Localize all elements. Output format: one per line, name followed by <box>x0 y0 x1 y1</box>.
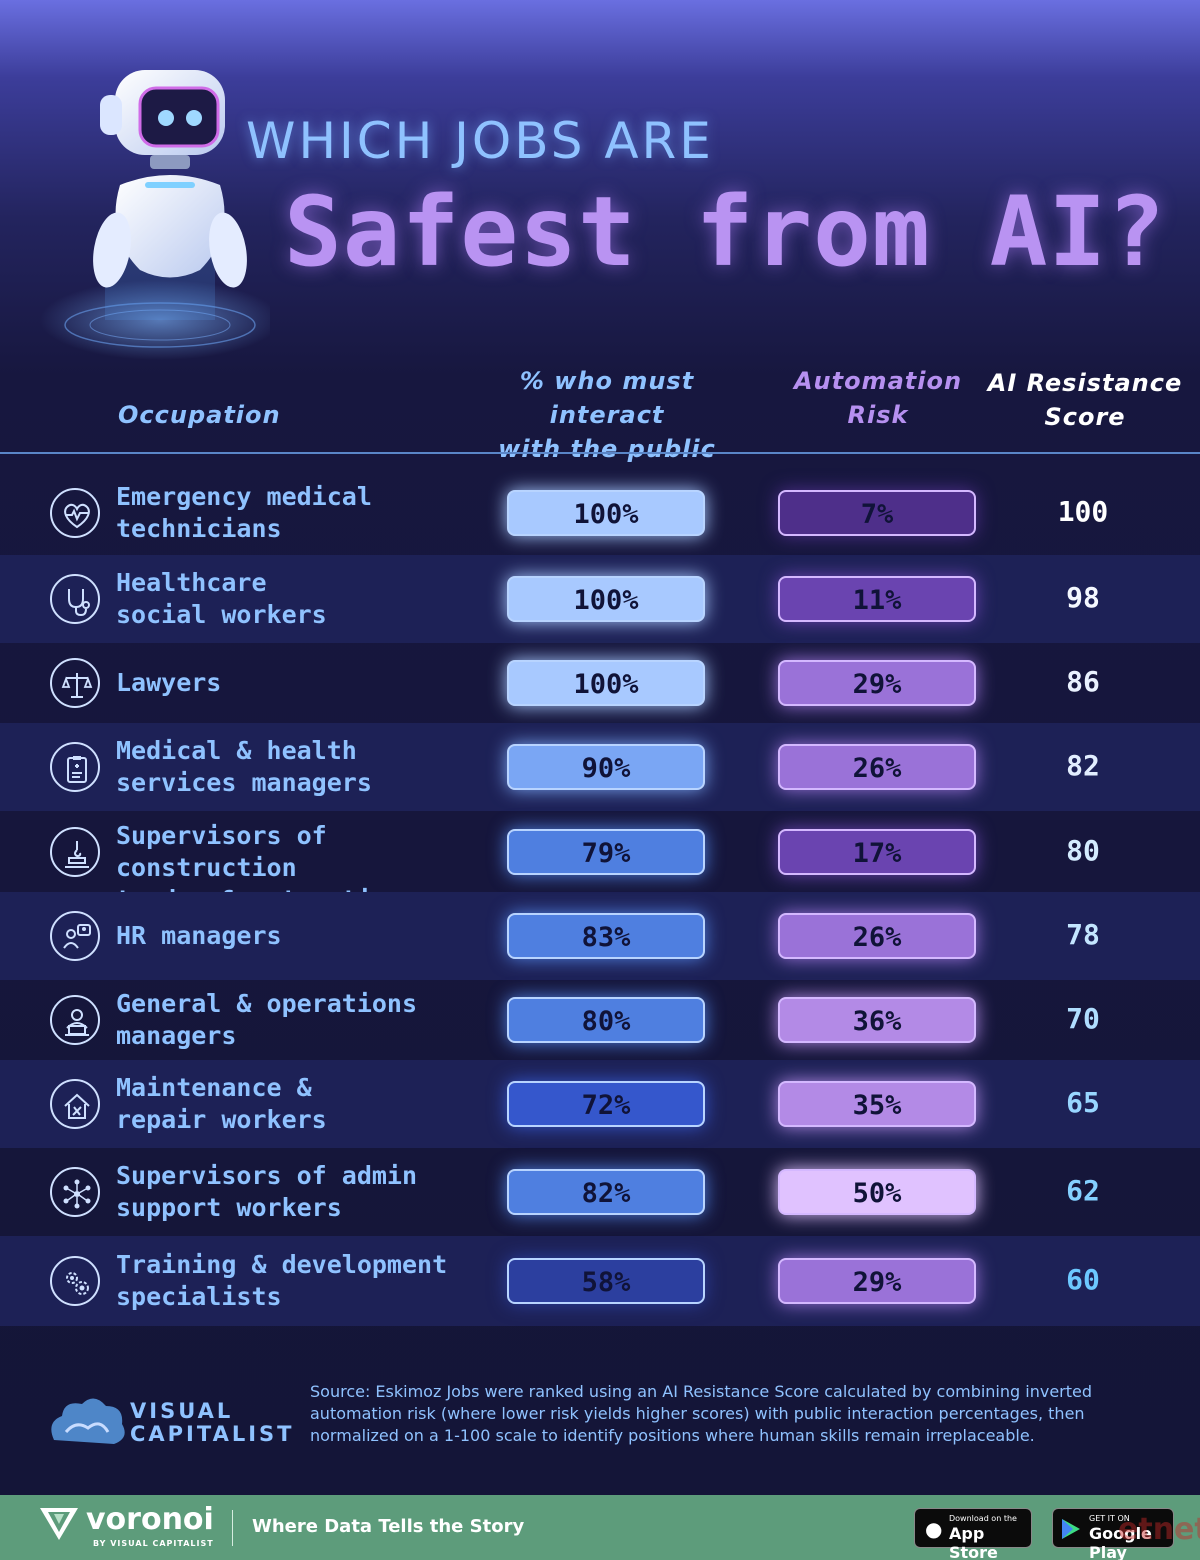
table-row: Supervisors of admin support workers 82% 5… <box>0 1148 1200 1236</box>
ai-resistance-score: 60 <box>1066 1263 1100 1296</box>
occupation-label: General & operations managers <box>116 989 418 1050</box>
table-row: Healthcare social workers 100% 11% 98 <box>0 555 1200 643</box>
public-interaction-value: 83% <box>507 913 705 959</box>
title-line2: Safest from AI? <box>284 176 1166 288</box>
hr-people-icon <box>50 911 100 961</box>
stethoscope-icon <box>50 574 100 624</box>
occupation-label: Training & development specialists <box>116 1250 448 1311</box>
visual-capitalist-wordmark: VISUAL CAPITALIST <box>130 1400 294 1446</box>
title-line1: WHICH JOBS ARE <box>246 112 714 170</box>
occupation-label: Lawyers <box>116 668 222 697</box>
header-public: % who must interact with the public <box>498 367 716 463</box>
header-divider <box>0 452 1200 454</box>
appstore-small-text: Download on the <box>949 1514 1017 1523</box>
ai-resistance-score: 78 <box>1066 918 1100 951</box>
automation-risk-value: 17% <box>778 828 976 875</box>
ai-resistance-score: 100 <box>1057 494 1109 528</box>
public-interaction-value: 72% <box>507 1081 705 1127</box>
heart-pulse-icon <box>50 487 100 538</box>
manager-laptop-icon <box>50 995 100 1045</box>
automation-risk-value: 29% <box>778 1258 976 1304</box>
table-row: Lawyers 100% 29% 86 <box>0 643 1200 723</box>
public-interaction-value: 82% <box>507 1169 705 1215</box>
ai-resistance-score: 80 <box>1066 833 1100 867</box>
occupation-label: Healthcare social workers <box>116 568 327 629</box>
automation-risk-value: 36% <box>778 997 976 1043</box>
automation-risk-value: 11% <box>778 576 976 622</box>
public-interaction-value: 100% <box>507 489 705 536</box>
table-row: Medical & health services managers 90% 26%… <box>0 723 1200 811</box>
occupation-label: Emergency medical technicians <box>116 481 372 543</box>
occupation-label: HR managers <box>116 921 282 950</box>
google-play-button[interactable]: GET IT ON Google Play <box>1052 1508 1174 1560</box>
brand-line2: CAPITALIST <box>130 1422 295 1446</box>
table-row: Training & development specialists 58% 29%… <box>0 1236 1200 1326</box>
appstore-big-text: App Store <box>949 1524 998 1560</box>
googleplay-big-text: Google Play <box>1089 1524 1152 1560</box>
voronoi-byline: BY VISUAL CAPITALIST <box>93 1539 214 1548</box>
table-row: General & operations managers 80% 36% 70 <box>0 980 1200 1060</box>
apple-icon: ● <box>925 1517 943 1541</box>
ai-resistance-score: 62 <box>1066 1174 1100 1207</box>
public-interaction-value: 100% <box>507 660 705 706</box>
googleplay-small-text: GET IT ON <box>1089 1514 1130 1523</box>
header-score: AI Resistance Score <box>987 369 1183 431</box>
occupation-label: Medical & health services managers <box>116 736 372 797</box>
header-automation: Automation Risk <box>793 367 963 429</box>
clipboard-medical-icon <box>50 742 100 792</box>
table-row: Maintenance & repair workers 72% 35% 65 <box>0 1060 1200 1148</box>
footer-divider <box>232 1510 233 1546</box>
automation-risk-value: 26% <box>778 913 976 959</box>
automation-risk-value: 35% <box>778 1081 976 1127</box>
ai-resistance-score: 70 <box>1066 1002 1100 1035</box>
public-interaction-value: 79% <box>507 828 705 875</box>
occupation-label: Maintenance & repair workers <box>116 1073 327 1134</box>
table-row: Emergency medical technicians 100% 7% 100 <box>0 470 1200 555</box>
voronoi-logo-icon <box>40 1508 78 1540</box>
ai-resistance-score: 82 <box>1066 749 1100 782</box>
brand-line1: VISUAL <box>130 1399 234 1423</box>
ai-resistance-score: 65 <box>1066 1086 1100 1119</box>
gears-person-icon <box>50 1256 100 1306</box>
automation-risk-value: 29% <box>778 660 976 706</box>
automation-risk-value: 26% <box>778 744 976 790</box>
house-tools-icon <box>50 1079 100 1129</box>
google-play-icon <box>1062 1519 1080 1539</box>
automation-risk-value: 7% <box>778 489 976 536</box>
table-row: Supervisors of construction trades & ext… <box>0 811 1200 946</box>
public-interaction-value: 80% <box>507 997 705 1043</box>
tagline: Where Data Tells the Story <box>252 1516 525 1537</box>
public-interaction-value: 90% <box>507 744 705 790</box>
ai-resistance-score: 86 <box>1066 665 1100 698</box>
etnet-watermark: etnet <box>1118 1512 1200 1547</box>
crane-hook-icon <box>50 826 100 877</box>
visual-capitalist-logo-icon <box>51 1398 125 1444</box>
public-interaction-value: 100% <box>507 576 705 622</box>
scales-icon <box>50 658 100 708</box>
app-store-button[interactable]: ● Download on the App Store <box>914 1508 1032 1560</box>
automation-risk-value: 50% <box>778 1169 976 1215</box>
robot-illustration <box>40 70 270 360</box>
network-people-icon <box>50 1167 100 1217</box>
source-note: Source: Eskimoz Jobs were ranked using a… <box>310 1382 1093 1445</box>
ai-resistance-score: 98 <box>1066 581 1100 614</box>
table-row: HR managers 83% 26% 78 <box>0 892 1200 980</box>
occupation-label: Supervisors of admin support workers <box>116 1161 418 1222</box>
header-occupation: Occupation <box>118 401 281 429</box>
voronoi-wordmark: voronoi <box>86 1502 214 1537</box>
public-interaction-value: 58% <box>507 1258 705 1304</box>
